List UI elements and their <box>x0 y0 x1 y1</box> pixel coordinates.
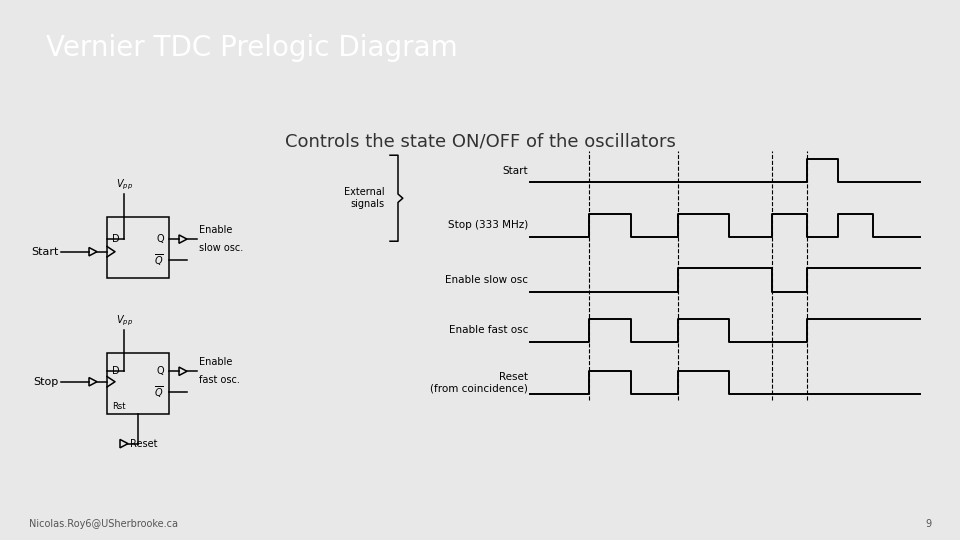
Text: Q: Q <box>156 234 164 244</box>
Text: $V_{pp}$: $V_{pp}$ <box>115 178 132 192</box>
Text: Controls the state ON/OFF of the oscillators: Controls the state ON/OFF of the oscilla… <box>284 132 676 150</box>
Polygon shape <box>120 440 128 448</box>
Text: Stop (333 MHz): Stop (333 MHz) <box>447 220 528 231</box>
Text: $V_{pp}$: $V_{pp}$ <box>115 314 132 328</box>
Polygon shape <box>179 367 187 375</box>
Polygon shape <box>89 247 97 256</box>
Text: 9: 9 <box>925 519 931 529</box>
Text: Vernier TDC Prelogic Diagram: Vernier TDC Prelogic Diagram <box>46 33 458 62</box>
Text: Rst: Rst <box>112 402 126 411</box>
Text: Enable fast osc: Enable fast osc <box>448 326 528 335</box>
Polygon shape <box>179 235 187 244</box>
Text: D: D <box>112 234 120 244</box>
Text: External
signals: External signals <box>345 187 385 209</box>
Text: Start: Start <box>502 166 528 176</box>
Text: Q: Q <box>156 366 164 376</box>
Text: Enable: Enable <box>199 225 232 235</box>
Bar <box>107 354 169 414</box>
Text: Start: Start <box>32 247 59 256</box>
Bar <box>107 217 169 278</box>
Text: $\overline{Q}$: $\overline{Q}$ <box>155 384 164 400</box>
Text: $\overline{Q}$: $\overline{Q}$ <box>155 252 164 268</box>
Text: D: D <box>112 366 120 376</box>
Polygon shape <box>89 377 97 386</box>
Text: Enable: Enable <box>199 357 232 367</box>
Text: Enable slow osc: Enable slow osc <box>445 275 528 285</box>
Text: Reset
(from coincidence): Reset (from coincidence) <box>430 372 528 394</box>
Text: slow osc.: slow osc. <box>199 244 243 253</box>
Text: fast osc.: fast osc. <box>199 375 240 386</box>
Text: Stop: Stop <box>34 377 59 387</box>
Text: Nicolas.Roy6@USherbrooke.ca: Nicolas.Roy6@USherbrooke.ca <box>29 519 178 529</box>
Text: Reset: Reset <box>130 438 157 449</box>
